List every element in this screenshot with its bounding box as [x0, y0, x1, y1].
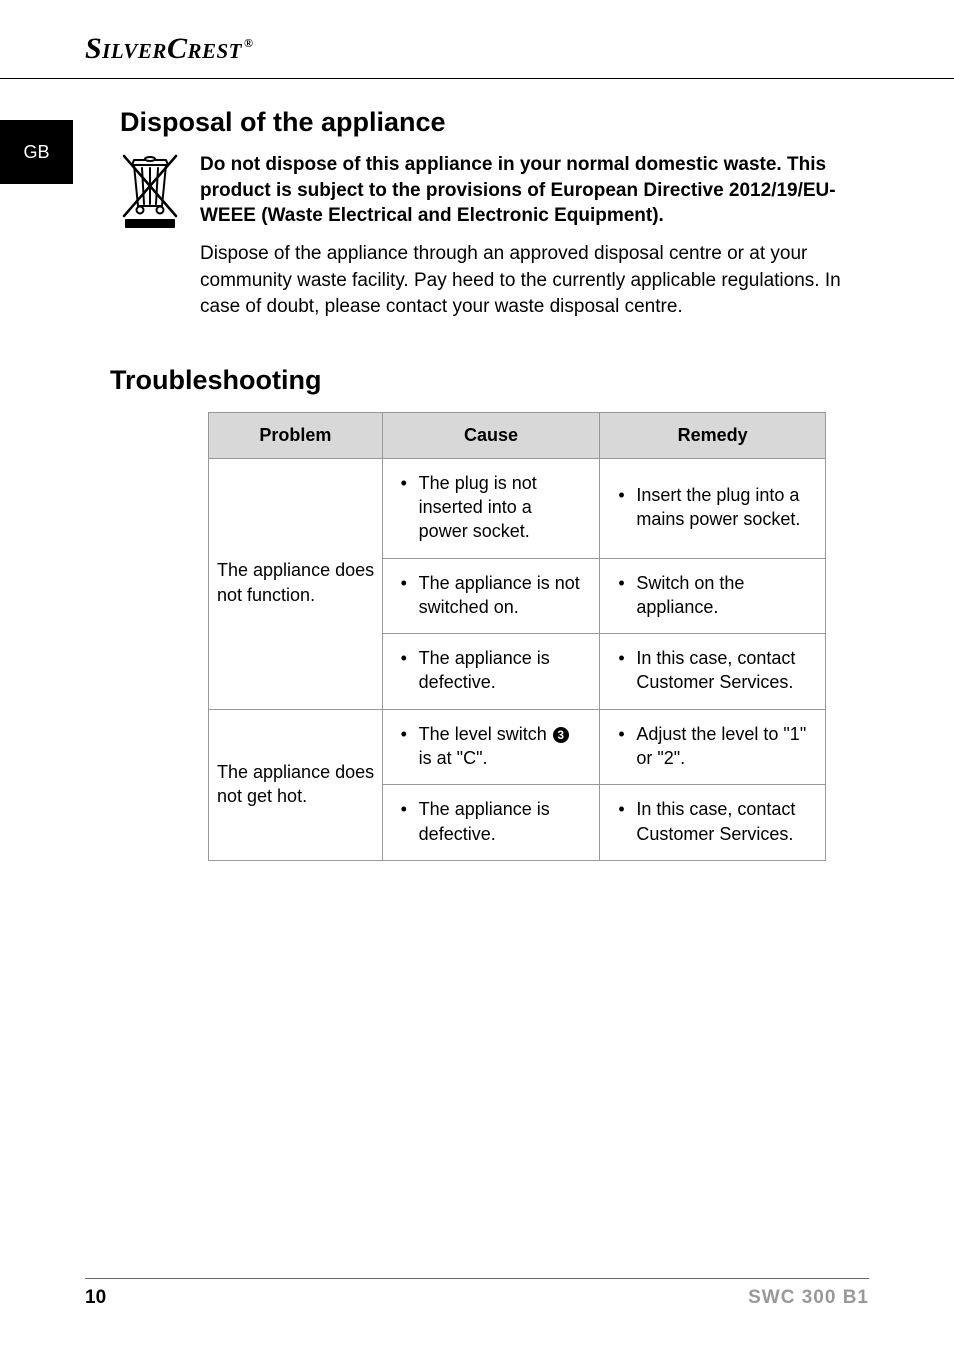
- disposal-bold-text: Do not dispose of this appliance in your…: [200, 152, 869, 229]
- circled-number-icon: 3: [553, 727, 569, 743]
- disposal-text: Do not dispose of this appliance in your…: [200, 152, 869, 321]
- page-header: SilverCrest®: [0, 0, 954, 79]
- remedy-text: Adjust the level to "1" or "2".: [636, 722, 807, 771]
- model-number: SWC 300 B1: [748, 1287, 869, 1309]
- disposal-section: Disposal of the appliance: [120, 107, 869, 321]
- remedy-cell: •Switch on the appliance.: [600, 558, 826, 634]
- brand-part2: Crest: [167, 32, 242, 65]
- language-tab: GB: [0, 120, 73, 184]
- remedy-text: In this case, contact Customer Services.: [636, 646, 807, 695]
- th-cause: Cause: [382, 412, 600, 458]
- remedy-text: In this case, contact Customer Services.: [636, 797, 807, 846]
- cause-text: The appliance is defective.: [419, 797, 582, 846]
- cause-cell: •The appliance is defective.: [382, 634, 600, 710]
- remedy-cell: •In this case, contact Customer Services…: [600, 634, 826, 710]
- table-header-row: Problem Cause Remedy: [209, 412, 826, 458]
- cause-text: The level switch 3 is at "C".: [419, 722, 582, 771]
- th-remedy: Remedy: [600, 412, 826, 458]
- table-row: The appliance does not get hot. •The lev…: [209, 709, 826, 785]
- remedy-cell: •In this case, contact Customer Services…: [600, 785, 826, 861]
- cause-text: The plug is not inserted into a power so…: [419, 471, 582, 544]
- remedy-cell: •Insert the plug into a mains power sock…: [600, 458, 826, 558]
- troubleshooting-table: Problem Cause Remedy The appliance does …: [208, 412, 826, 861]
- page-number: 10: [85, 1287, 106, 1309]
- disposal-body-text: Dispose of the appliance through an appr…: [200, 241, 869, 321]
- problem-cell: The appliance does not function.: [209, 458, 383, 709]
- cause-text: The appliance is defective.: [419, 646, 582, 695]
- brand-logo: SilverCrest®: [85, 32, 869, 66]
- disposal-heading: Disposal of the appliance: [120, 107, 869, 138]
- cause-cell: •The plug is not inserted into a power s…: [382, 458, 600, 558]
- th-problem: Problem: [209, 412, 383, 458]
- troubleshooting-heading: Troubleshooting: [110, 365, 869, 396]
- problem-cell: The appliance does not get hot.: [209, 709, 383, 860]
- remedy-cell: •Adjust the level to "1" or "2".: [600, 709, 826, 785]
- page-content: Disposal of the appliance: [0, 107, 954, 861]
- troubleshooting-section: Troubleshooting Problem Cause Remedy The…: [120, 365, 869, 861]
- cause-cell: •The appliance is defective.: [382, 785, 600, 861]
- brand-part1: Silver: [85, 32, 167, 65]
- wheelie-bin-icon: [120, 154, 182, 232]
- table-row: The appliance does not function. •The pl…: [209, 458, 826, 558]
- language-tab-label: GB: [23, 142, 49, 163]
- disposal-row: Do not dispose of this appliance in your…: [120, 152, 869, 321]
- cause-cell: •The level switch 3 is at "C".: [382, 709, 600, 785]
- page-footer: 10 SWC 300 B1: [85, 1278, 869, 1309]
- remedy-text: Switch on the appliance.: [636, 571, 807, 620]
- cause-cell: •The appliance is not switched on.: [382, 558, 600, 634]
- remedy-text: Insert the plug into a mains power socke…: [636, 483, 807, 532]
- brand-reg: ®: [244, 36, 253, 50]
- cause-text: The appliance is not switched on.: [419, 571, 582, 620]
